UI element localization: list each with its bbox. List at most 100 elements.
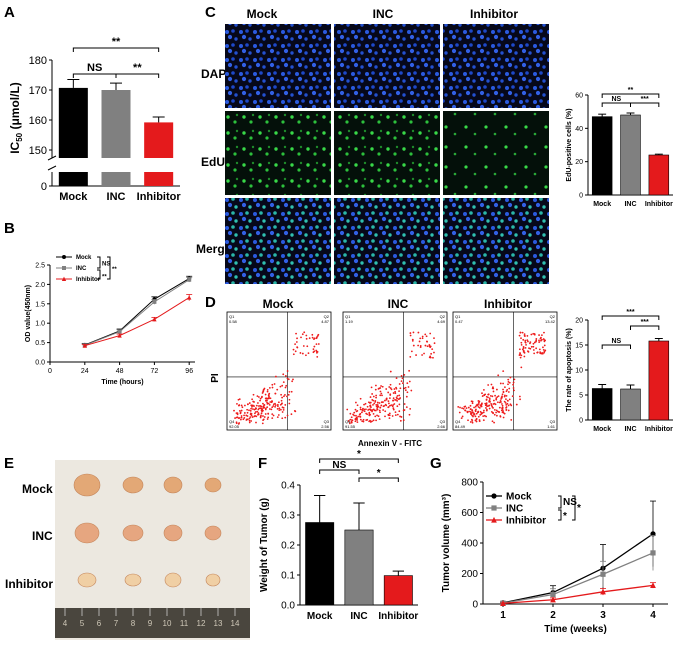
flow-event xyxy=(400,374,403,377)
flow-event xyxy=(523,355,526,358)
flow-event xyxy=(475,417,478,420)
flow-event xyxy=(505,403,508,406)
flow-event xyxy=(372,419,375,422)
flow-event xyxy=(279,385,282,388)
c-row-edu: EdU xyxy=(201,155,225,169)
y-tick-label: 5 xyxy=(579,392,583,399)
flow-event xyxy=(257,412,260,414)
flow-event xyxy=(500,401,502,403)
flow-event xyxy=(254,407,257,410)
flow-event xyxy=(468,410,470,413)
flow-event xyxy=(389,370,392,373)
flow-event xyxy=(463,405,466,408)
y-tick-label: 60 xyxy=(575,92,583,99)
flow-event xyxy=(277,414,280,416)
flow-event xyxy=(267,393,270,396)
flow-event xyxy=(387,402,390,405)
flow-event xyxy=(262,402,264,405)
quadrant-name: Q3 xyxy=(440,419,446,424)
flow-event xyxy=(311,333,314,336)
quadrant-name: Q4 xyxy=(455,419,461,424)
x-tick-label: Inhibitor xyxy=(137,191,182,203)
flow-event xyxy=(387,400,390,403)
flow-event xyxy=(280,399,283,402)
c-row-dapi: DAPI xyxy=(201,67,230,81)
flow-event xyxy=(507,404,510,407)
flow-event xyxy=(492,412,495,415)
flow-event xyxy=(261,422,264,425)
panel-e-photo: Mock INC Inhibitor 4 5 6 7 8 9 10 11 12 13 14 xyxy=(5,460,250,640)
flow-event xyxy=(372,403,374,406)
ruler-number: 13 xyxy=(214,619,223,628)
legend-bracket xyxy=(572,495,576,521)
flow-event xyxy=(316,355,319,358)
flow-event xyxy=(241,406,244,409)
flow-event xyxy=(374,388,377,391)
flow-event xyxy=(368,411,371,414)
flow-event xyxy=(504,386,506,389)
flow-event xyxy=(256,410,259,413)
flow-event xyxy=(481,402,483,405)
flow-event xyxy=(522,350,525,353)
flow-event xyxy=(288,398,291,401)
flow-event xyxy=(295,341,298,343)
panel-c-microscopy: Mock INC Inhibitor DAPI EdU Merge xyxy=(196,7,549,284)
flow-event xyxy=(482,415,485,418)
flow-event xyxy=(281,417,284,420)
flow-event xyxy=(385,397,388,400)
flow-event xyxy=(539,351,542,354)
quadrant-name: Q4 xyxy=(345,419,351,424)
flow-event xyxy=(431,348,434,351)
flow-event xyxy=(278,409,281,411)
quadrant-value: 4.69 xyxy=(437,319,446,324)
flow-event xyxy=(482,419,485,422)
panel-label-b: B xyxy=(4,220,15,237)
flow-event xyxy=(484,402,487,405)
flow-event xyxy=(398,390,400,393)
flow-event xyxy=(518,348,521,351)
flow-event xyxy=(315,349,318,352)
tumor-inhibitor xyxy=(164,572,182,588)
flow-event xyxy=(362,420,365,423)
flow-event xyxy=(276,416,279,419)
flow-event xyxy=(508,381,511,384)
y-tick-label: 400 xyxy=(461,539,478,550)
data-point-inhibitor xyxy=(650,582,656,588)
y-tick-label: 0.0 xyxy=(281,601,295,612)
x-tick-label: Inhibitor xyxy=(645,426,673,433)
flow-event xyxy=(274,392,277,395)
flow-event xyxy=(238,409,241,412)
ruler-number: 12 xyxy=(197,619,206,628)
significance-label: ** xyxy=(112,36,121,48)
flow-event xyxy=(523,335,526,337)
flow-event xyxy=(360,411,363,414)
flow-event xyxy=(404,386,407,389)
bar-inhibitor xyxy=(383,575,413,606)
flow-event xyxy=(412,331,415,334)
flow-event xyxy=(375,384,377,387)
quadrant-value: 0.58 xyxy=(229,319,238,324)
flow-event xyxy=(520,343,523,346)
x-axis-label: Time (hours) xyxy=(101,379,143,386)
flow-event xyxy=(246,415,249,417)
legend-sig-label: ** xyxy=(112,267,117,273)
flow-event xyxy=(512,381,515,384)
flow-event xyxy=(425,335,428,338)
flow-event xyxy=(496,396,499,398)
x-tick-label: INC xyxy=(350,611,367,622)
data-point-inc xyxy=(550,591,556,598)
flow-event xyxy=(524,341,527,344)
flow-event xyxy=(271,406,274,409)
legend-sig-label: * xyxy=(577,503,581,514)
flow-event xyxy=(398,383,401,385)
chart-f: 0.0 0.1 0.2 0.3 0.4 Mock INC Inhibitor NS * * Weigh… xyxy=(259,449,418,622)
flow-event xyxy=(366,405,369,408)
flow-event xyxy=(375,403,378,406)
flow-event xyxy=(418,340,421,343)
data-point-inc xyxy=(650,550,656,556)
flow-event xyxy=(252,393,255,396)
micro-merge-mock xyxy=(225,198,331,284)
flow-event xyxy=(374,415,377,418)
flow-event xyxy=(543,344,546,347)
flow-event xyxy=(396,405,399,408)
